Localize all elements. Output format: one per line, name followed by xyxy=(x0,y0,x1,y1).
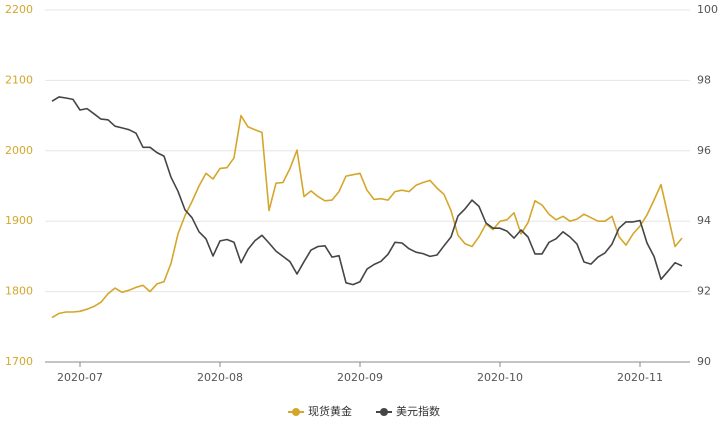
y-tick-label: 1900 xyxy=(5,214,33,227)
y2-tick-label: 92 xyxy=(697,285,711,298)
legend-item: 现货黄金 xyxy=(288,404,352,418)
y2-tick-label: 90 xyxy=(697,355,711,368)
x-tick-label: 2020-09 xyxy=(337,371,383,384)
y2-tick-label: 100 xyxy=(697,3,718,16)
legend-item: 美元指数 xyxy=(376,404,440,418)
y2-tick-label: 98 xyxy=(697,73,711,86)
y-tick-label: 2000 xyxy=(5,144,33,157)
x-tick-label: 2020-10 xyxy=(477,371,523,384)
x-tick-label: 2020-11 xyxy=(617,371,663,384)
legend-marker xyxy=(380,408,388,416)
series-line xyxy=(51,114,683,319)
y-tick-label: 2200 xyxy=(5,3,33,16)
legend-marker xyxy=(292,408,300,416)
y2-tick-label: 94 xyxy=(697,214,711,227)
y2-tick-label: 96 xyxy=(697,144,711,157)
y-tick-label: 1800 xyxy=(5,285,33,298)
legend-label: 美元指数 xyxy=(396,404,440,418)
legend-label: 现货黄金 xyxy=(308,404,352,418)
y-tick-label: 1700 xyxy=(5,355,33,368)
y-tick-label: 2100 xyxy=(5,73,33,86)
x-tick-label: 2020-08 xyxy=(197,371,243,384)
x-tick-label: 2020-07 xyxy=(57,371,103,384)
series-line xyxy=(51,96,683,286)
